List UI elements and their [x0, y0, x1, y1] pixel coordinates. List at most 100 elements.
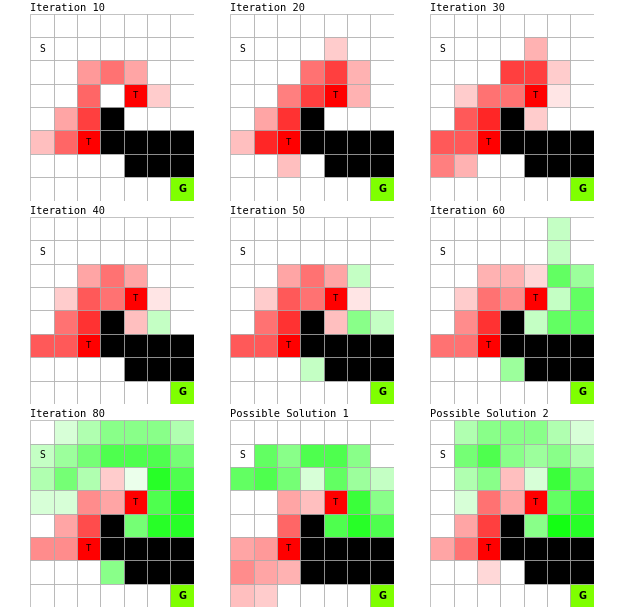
Bar: [500, 467, 524, 490]
Bar: [300, 177, 324, 201]
Bar: [100, 467, 124, 490]
Bar: [454, 131, 477, 154]
Bar: [524, 240, 547, 264]
Bar: [547, 13, 570, 37]
Bar: [253, 334, 277, 357]
Bar: [170, 310, 194, 334]
Bar: [277, 467, 300, 490]
Bar: [170, 561, 194, 584]
Bar: [147, 131, 170, 154]
Bar: [454, 357, 477, 381]
Bar: [277, 287, 300, 310]
Bar: [454, 467, 477, 490]
Bar: [371, 381, 394, 404]
Bar: [170, 584, 194, 607]
Bar: [170, 13, 194, 37]
Bar: [147, 60, 170, 84]
Bar: [454, 310, 477, 334]
Bar: [124, 443, 147, 467]
Bar: [570, 334, 594, 357]
Bar: [300, 490, 324, 514]
Bar: [124, 310, 147, 334]
Bar: [170, 584, 194, 607]
Bar: [454, 514, 477, 537]
Bar: [347, 240, 371, 264]
Bar: [147, 287, 170, 310]
Bar: [54, 537, 77, 561]
Bar: [300, 357, 324, 381]
Bar: [570, 357, 594, 381]
Bar: [77, 84, 100, 107]
Bar: [253, 264, 277, 287]
Bar: [347, 131, 371, 154]
Bar: [454, 561, 477, 584]
Text: S: S: [439, 44, 445, 54]
Bar: [77, 334, 100, 357]
Bar: [347, 443, 371, 467]
Bar: [124, 514, 147, 537]
Bar: [454, 84, 477, 107]
Bar: [570, 443, 594, 467]
Bar: [300, 13, 324, 37]
Bar: [477, 443, 500, 467]
Bar: [500, 240, 524, 264]
Bar: [277, 240, 300, 264]
Bar: [371, 217, 394, 240]
Bar: [570, 84, 594, 107]
Bar: [253, 584, 277, 607]
Bar: [77, 60, 100, 84]
Bar: [430, 60, 454, 84]
Bar: [253, 443, 277, 467]
Text: G: G: [178, 590, 186, 600]
Bar: [124, 537, 147, 561]
Bar: [277, 561, 300, 584]
Bar: [77, 131, 100, 154]
Bar: [54, 84, 77, 107]
Bar: [30, 490, 54, 514]
Bar: [547, 154, 570, 177]
Bar: [30, 310, 54, 334]
Bar: [77, 467, 100, 490]
Bar: [230, 381, 253, 404]
Bar: [371, 490, 394, 514]
Bar: [347, 13, 371, 37]
Bar: [253, 490, 277, 514]
Bar: [253, 561, 277, 584]
Bar: [477, 420, 500, 443]
Bar: [100, 177, 124, 201]
Bar: [170, 84, 194, 107]
Bar: [500, 357, 524, 381]
Bar: [500, 490, 524, 514]
Bar: [300, 287, 324, 310]
Bar: [500, 131, 524, 154]
Bar: [100, 107, 124, 131]
Bar: [477, 177, 500, 201]
Bar: [253, 240, 277, 264]
Bar: [77, 514, 100, 537]
Bar: [477, 60, 500, 84]
Bar: [30, 154, 54, 177]
Bar: [347, 514, 371, 537]
Bar: [371, 584, 394, 607]
Bar: [430, 217, 454, 240]
Bar: [524, 217, 547, 240]
Bar: [100, 217, 124, 240]
Bar: [30, 107, 54, 131]
Bar: [570, 287, 594, 310]
Bar: [430, 37, 454, 60]
Bar: [430, 490, 454, 514]
Bar: [347, 357, 371, 381]
Bar: [371, 177, 394, 201]
Bar: [454, 420, 477, 443]
Bar: [100, 37, 124, 60]
Text: S: S: [39, 450, 45, 461]
Bar: [347, 287, 371, 310]
Text: T: T: [133, 294, 138, 303]
Text: G: G: [378, 387, 386, 397]
Bar: [524, 177, 547, 201]
Bar: [170, 334, 194, 357]
Bar: [477, 537, 500, 561]
Bar: [300, 334, 324, 357]
Text: T: T: [286, 341, 291, 350]
Bar: [124, 177, 147, 201]
